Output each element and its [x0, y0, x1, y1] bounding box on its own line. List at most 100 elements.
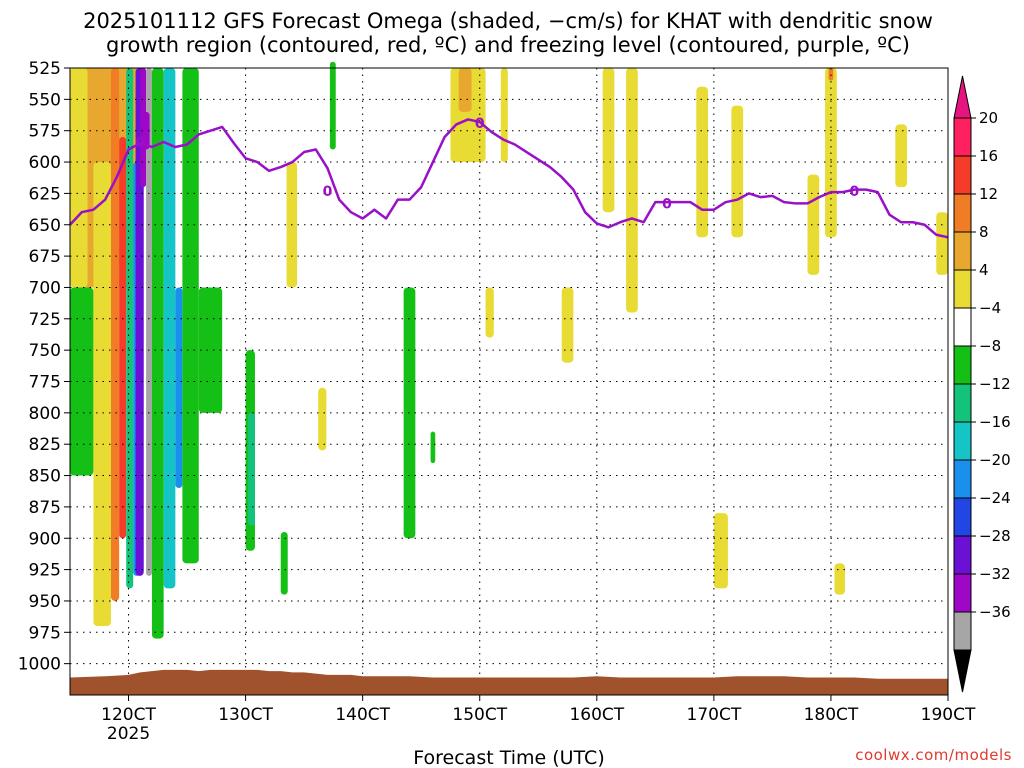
omega-shade-region-18 [247, 412, 255, 526]
omega-shade-region-21 [318, 387, 327, 451]
y-tick-label-700: 700 [29, 278, 61, 298]
omega-shade-region-40 [936, 212, 948, 275]
colorbar-label-3: 8 [979, 223, 989, 241]
x-tick-label-180: 180CT [804, 705, 859, 725]
colorbar-swatch-1 [953, 155, 972, 195]
omega-shade-region-8 [135, 68, 144, 576]
credit-text: coolwx.com/models [855, 746, 1012, 764]
colorbar-swatch-8 [953, 421, 972, 461]
omega-shade-region-39 [895, 124, 908, 188]
y-tick-label-850: 850 [29, 467, 61, 487]
colorbar-label-5: −4 [979, 299, 1001, 317]
omega-shade-region-1 [70, 68, 88, 288]
omega-shade-region-19 [280, 531, 288, 595]
y-tick-label-525: 525 [29, 59, 61, 79]
colorbar-label-2: 12 [979, 185, 998, 203]
omega-shade-region-10 [146, 68, 152, 576]
omega-shade-region-5 [119, 136, 127, 539]
freezing-level-label-3: 0 [662, 196, 672, 212]
x-tick-label-120: 120CT [101, 705, 156, 725]
freezing-level-label-2: 0 [475, 116, 485, 132]
colorbar-swatch-7 [953, 383, 972, 423]
y-tick-label-750: 750 [29, 341, 61, 361]
y-tick-label-575: 575 [29, 122, 61, 142]
freezing-level-line [69, 118, 949, 239]
omega-shade-region-29 [561, 287, 574, 363]
chart-title-line-1: 2025101112 GFS Forecast Omega (shaded, −… [83, 9, 933, 33]
y-tick-label-875: 875 [29, 498, 61, 518]
y-tick-label-600: 600 [29, 153, 61, 173]
omega-shade-region-36 [828, 68, 834, 81]
omega-shade-region-30 [602, 68, 615, 213]
terrain-layer [70, 669, 948, 695]
omega-shade-region-26 [458, 68, 472, 112]
colorbar-swatch-10 [953, 497, 972, 537]
omega-shade-region-14 [175, 287, 183, 489]
colorbar-label-8: −16 [979, 413, 1011, 431]
omega-shade-region-24 [430, 431, 436, 464]
omega-shade-region-32 [696, 86, 709, 238]
colorbar-label-13: −36 [979, 603, 1011, 621]
colorbar-swatch-5 [953, 307, 972, 347]
colorbar-swatch-4 [953, 269, 972, 309]
y-tick-label-925: 925 [29, 561, 61, 581]
y-tick-label-900: 900 [29, 529, 61, 549]
y-tick-label-975: 975 [29, 623, 61, 643]
chart-title-line-2: growth region (contoured, red, ºC) and f… [106, 33, 910, 57]
y-tick-label-650: 650 [29, 216, 61, 236]
colorbar-label-9: −20 [979, 451, 1011, 469]
colorbar-swatch-13 [953, 611, 972, 651]
colorbar-swatch-3 [953, 231, 972, 271]
omega-shade-region-13 [163, 68, 176, 589]
terrain-fill [70, 669, 948, 695]
omega-shade-region-27 [485, 287, 494, 338]
omega-shade-region-37 [807, 174, 820, 275]
omega-shade-region-38 [834, 563, 845, 595]
omega-shade-region-16 [198, 287, 223, 413]
colorbar-swatch-0 [953, 117, 972, 157]
colorbar-swatch-11 [953, 535, 972, 575]
colorbar-swatch-2 [953, 193, 972, 233]
x-tick-label-140: 140CT [335, 705, 390, 725]
y-tick-label-825: 825 [29, 435, 61, 455]
y-tick-label-1000: 1000 [18, 655, 61, 675]
colorbar-swatch-6 [953, 345, 972, 385]
y-tick-label-775: 775 [29, 373, 61, 393]
colorbar-label-6: −8 [979, 337, 1001, 355]
omega-shade-region-20 [329, 61, 336, 150]
colorbar-swatch-9 [953, 459, 972, 499]
omega-shade-region-11 [142, 111, 150, 150]
omega-shade-region-33 [731, 105, 744, 238]
omega-shade-region-6 [126, 68, 134, 589]
freezing-level-label-4: 0 [849, 184, 859, 200]
freezing-level-layer: 0 0 0 0 0 [69, 116, 949, 239]
y-tick-label-950: 950 [29, 592, 61, 612]
colorbar: 20 16 12 8 4 −4 −8 −12 −16 −20 −24 −28 −32 −36 [953, 75, 1011, 693]
y-tick-label-675: 675 [29, 247, 61, 267]
colorbar-label-7: −12 [979, 375, 1011, 393]
omega-shade-region-28 [500, 68, 508, 163]
y-axis: 525 550 575 600 625 650 675 700 725 750 775 800 825 8… [18, 59, 70, 675]
colorbar-label-0: 20 [979, 109, 998, 127]
colorbar-label-1: 16 [979, 147, 998, 165]
omega-shade-region-3 [93, 162, 111, 627]
x-axis-label: Forecast Time (UTC) [413, 747, 604, 768]
colorbar-label-12: −32 [979, 565, 1011, 583]
freezing-level-label-1: 0 [323, 184, 333, 200]
omega-shade-region-15 [182, 68, 199, 564]
omega-shade-region-31 [626, 68, 638, 313]
colorbar-label-10: −24 [979, 489, 1011, 507]
x-tick-label-160: 160CT [569, 705, 624, 725]
x-tick-label-150: 150CT [452, 705, 507, 725]
x-tick-label-130: 130CT [218, 705, 273, 725]
colorbar-label-11: −28 [979, 527, 1011, 545]
omega-shade-region-12 [151, 68, 164, 639]
plot-area [70, 61, 948, 639]
y-tick-label-725: 725 [29, 310, 61, 330]
colorbar-swatch-12 [953, 573, 972, 613]
y-tick-label-625: 625 [29, 184, 61, 204]
y-tick-label-550: 550 [29, 90, 61, 110]
x-tick-sublabel-120: 2025 [107, 724, 150, 744]
